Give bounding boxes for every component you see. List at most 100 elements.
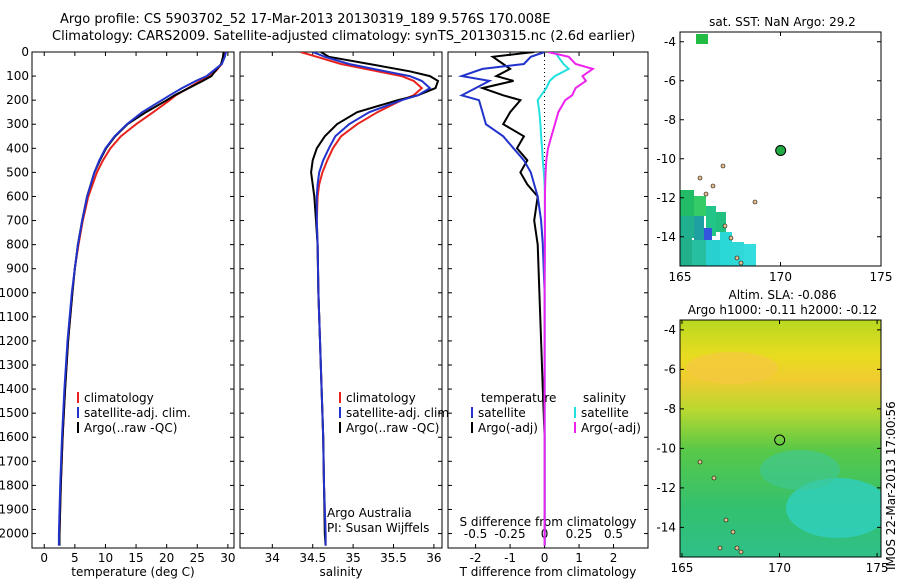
y-tick-label: -12 <box>656 481 676 495</box>
timestamp-box: IMOS 22-Mar-2013 17:00:56 <box>884 378 900 578</box>
legend-label: Argo(..raw -QC) <box>84 421 177 435</box>
sst-cell <box>694 216 704 240</box>
y-tick-label: 1400 <box>0 382 29 396</box>
sst-cell <box>680 216 694 238</box>
island <box>722 223 728 229</box>
y-tick-label: 800 <box>6 238 29 252</box>
island <box>703 191 709 197</box>
sst-cell <box>720 232 732 266</box>
argo-marker <box>774 434 786 446</box>
legend-label: Argo(-adj) <box>478 421 538 435</box>
plot-frame <box>239 51 443 549</box>
figure-title-line2: Climatology: CARS2009. Satellite-adjuste… <box>52 29 636 44</box>
x-tick-label: -1 <box>504 551 516 565</box>
y-tick-label: 500 <box>6 165 29 179</box>
x2-tick-label: 0.25 <box>566 527 593 541</box>
y-tick-label: 1300 <box>0 358 29 372</box>
annotation-line1: Argo Australia <box>327 506 412 520</box>
figure-title-line1: Argo profile: CS 5903702_52 17-Mar-2013 … <box>60 12 551 27</box>
legend-label: climatology <box>346 391 416 405</box>
x-tick-label: 34.5 <box>299 551 326 565</box>
island <box>720 163 726 169</box>
x2-axis-label: S difference from climatology <box>460 515 637 529</box>
y-tick-label: -10 <box>656 441 676 455</box>
x-tick-label: 1 <box>575 551 583 565</box>
x-tick-label: 175 <box>870 270 893 284</box>
sla-low-anomaly <box>786 478 881 538</box>
x-tick-label: 20 <box>159 551 174 565</box>
y-tick-label: 1600 <box>0 430 29 444</box>
y-tick-label: -8 <box>664 402 676 416</box>
y-tick-label: 700 <box>6 214 29 228</box>
y-tick-label: 1200 <box>0 334 29 348</box>
x-tick-label: 10 <box>98 551 113 565</box>
map-frame <box>679 319 882 558</box>
sst-cell <box>680 238 692 266</box>
series-line-1 <box>312 52 432 546</box>
y-tick-label: 1800 <box>0 478 29 492</box>
y-tick-label: 300 <box>6 117 29 131</box>
y-tick-label: -12 <box>656 191 676 205</box>
y-tick-label: -14 <box>656 520 676 534</box>
legend-label: satellite <box>478 406 526 420</box>
x-tick-label: 0 <box>541 551 549 565</box>
y-tick-label: 1000 <box>0 286 29 300</box>
y-tick-label: -14 <box>656 230 676 244</box>
legend-label: climatology <box>84 391 154 405</box>
x-tick-label: 25 <box>190 551 205 565</box>
y-tick-label: 200 <box>6 93 29 107</box>
island <box>697 175 703 181</box>
timestamp: IMOS 22-Mar-2013 17:00:56 <box>884 401 898 570</box>
sst-cell <box>694 196 706 216</box>
y-tick-label: 400 <box>6 141 29 155</box>
x-tick-label: 5 <box>71 551 79 565</box>
x-tick-label: 2 <box>610 551 618 565</box>
sst-cell <box>704 228 712 240</box>
x-tick-label: 34 <box>265 551 280 565</box>
legend-label: Argo(..raw -QC) <box>346 421 439 435</box>
y-tick-label: -10 <box>656 152 676 166</box>
sla-low-anomaly <box>760 450 840 490</box>
legend-header-temperature: temperature <box>481 391 556 405</box>
x-tick-label: 36 <box>426 551 441 565</box>
x-axis-label: salinity <box>319 565 362 579</box>
x-tick-label: -2 <box>470 551 482 565</box>
sst-cell <box>692 240 706 266</box>
y-tick-label: -6 <box>664 362 676 376</box>
legend-label: satellite-adj. clim. <box>84 406 191 420</box>
island <box>717 545 723 551</box>
x-axis-label: temperature (deg C) <box>71 565 194 579</box>
sla-high-anomaly <box>686 352 778 384</box>
legend-label: satellite <box>581 406 629 420</box>
sst-cell <box>680 190 694 216</box>
temperature-panel: 0100200300400500600700800900100011001200… <box>0 45 236 579</box>
difference-panel: -2 -1 0 1 2T difference from climatology -0.5… <box>447 51 649 579</box>
x-tick-label: 35 <box>345 551 360 565</box>
series-line-3 <box>543 52 596 546</box>
island <box>730 529 736 535</box>
y-tick-label: 1500 <box>0 406 29 420</box>
island <box>728 235 734 241</box>
island <box>697 459 703 465</box>
map-title-1: sat. SST: NaN Argo: 29.2 <box>709 15 856 29</box>
y-tick-label: 100 <box>6 69 29 83</box>
y-tick-label: -8 <box>664 113 676 127</box>
x-tick-label: 165 <box>670 561 693 575</box>
y-tick-label: 1700 <box>0 454 29 468</box>
y-tick-label: 2000 <box>0 527 29 541</box>
x-tick-label: 170 <box>769 270 792 284</box>
y-tick-label: 0 <box>21 45 29 59</box>
sst-cell <box>706 240 720 266</box>
x-tick-label: 15 <box>128 551 143 565</box>
map-title-1: Altim. SLA: -0.086 <box>728 288 836 302</box>
map-title-2: Argo h1000: -0.11 h2000: -0.12 <box>688 303 878 317</box>
sst-cell <box>732 242 744 266</box>
sst-cell <box>706 206 716 236</box>
sst-cell <box>716 212 726 232</box>
island <box>711 475 717 481</box>
island <box>734 545 740 551</box>
legend-label: Argo(-adj) <box>581 421 641 435</box>
x-tick-label: 35.5 <box>380 551 407 565</box>
